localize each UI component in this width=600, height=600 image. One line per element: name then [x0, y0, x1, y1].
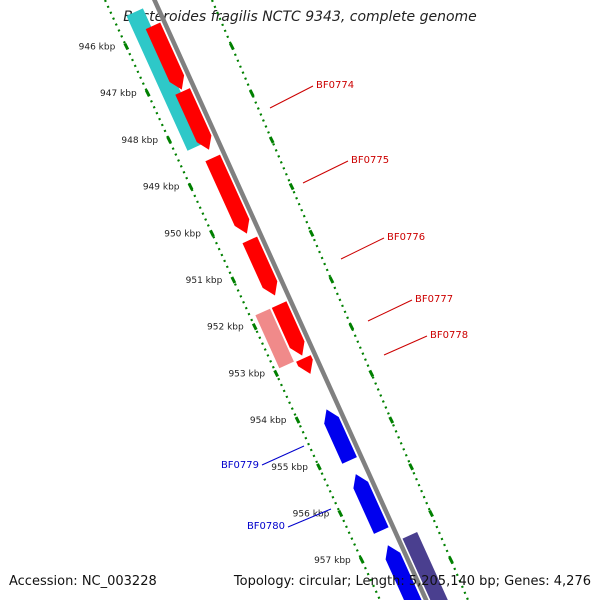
kbp-tick-label: 948 kbp [121, 136, 158, 146]
gene-arrow-bf0778-small [296, 355, 313, 374]
kbp-major-tick-left [209, 229, 215, 237]
kbp-major-tick-right [288, 182, 295, 191]
gene-arrow-blue-bottom [385, 545, 422, 600]
tick-track-right [210, 0, 470, 600]
kbp-major-tick-right [308, 229, 315, 237]
kbp-tick-label: 957 kbp [314, 556, 351, 566]
cyan-feature-block [126, 8, 204, 151]
kbp-tick-label: 949 kbp [143, 183, 180, 193]
kbp-major-tick-left [251, 323, 258, 331]
kbp-major-tick-right [248, 89, 255, 97]
gene-block-dark-bottom [402, 532, 448, 600]
kbp-major-tick-right [268, 136, 275, 144]
kbp-tick-label: 950 kbp [164, 229, 201, 239]
kbp-major-tick-left [166, 136, 172, 144]
kbp-major-tick-right [328, 276, 335, 284]
kbp-major-tick-left [294, 416, 301, 424]
kbp-tick-label: 954 kbp [250, 416, 287, 426]
kbp-major-tick-right [348, 323, 355, 331]
kbp-tick-label: 953 kbp [228, 369, 265, 379]
kbp-major-tick-right [448, 556, 454, 564]
gene-label-leader [340, 237, 385, 260]
kbp-major-tick-left [230, 276, 237, 284]
kbp-major-tick-right [408, 463, 415, 471]
gene-label-bf0776: BF0776 [387, 232, 425, 243]
kbp-tick-label: 947 kbp [100, 89, 137, 99]
accession-text: Accession: NC_003228 [9, 574, 157, 589]
genome-backbone [151, 0, 429, 600]
gene-label-leader [383, 335, 428, 356]
gene-arrow-bf0774 [175, 88, 212, 150]
map-title: Bacteroides fragilis NCTC 9343, complete… [123, 9, 477, 25]
gene-arrow-bf0777 [271, 301, 305, 356]
gene-arrow-bf0775 [205, 154, 250, 234]
kbp-major-tick-right [368, 369, 375, 378]
kbp-major-tick-left [273, 369, 279, 378]
gene-arrow-bf0779 [324, 409, 357, 464]
kbp-major-tick-right [388, 416, 395, 424]
gene-label-bf0775: BF0775 [351, 155, 389, 166]
gene-label-bf0780: BF0780 [247, 521, 285, 532]
gene-label-leader [287, 508, 332, 528]
kbp-major-tick-right [228, 42, 235, 51]
kbp-tick-label: 956 kbp [293, 510, 330, 520]
gene-label-bf0778: BF0778 [430, 330, 468, 341]
gene-arrow-bf0776 [242, 236, 278, 296]
gene-block-bf0778 [255, 308, 294, 369]
gene-label-leader [269, 85, 314, 109]
kbp-tick-label: 952 kbp [207, 323, 244, 333]
kbp-major-tick-left [144, 89, 151, 97]
genome-summary-text: Topology: circular; Length: 5,205,140 bp… [233, 574, 591, 589]
gene-label-leader [302, 160, 349, 184]
gene-label-bf0779: BF0779 [221, 460, 259, 471]
kbp-major-tick-left [187, 182, 194, 191]
kbp-major-tick-left [316, 463, 322, 471]
gene-label-bf0774: BF0774 [316, 80, 354, 91]
kbp-major-tick-left [123, 42, 130, 51]
gene-arrow-bf0780 [353, 474, 389, 534]
gene-label-bf0777: BF0777 [415, 294, 453, 305]
kbp-major-tick-right [428, 509, 434, 518]
gene-label-leader [367, 299, 413, 322]
gene-arrow-red [145, 22, 185, 90]
kbp-major-tick-left [337, 509, 344, 518]
kbp-major-tick-left [358, 556, 365, 564]
kbp-tick-label: 955 kbp [271, 463, 308, 473]
kbp-tick-label: 946 kbp [79, 43, 116, 53]
kbp-tick-label: 951 kbp [186, 276, 223, 286]
gene-label-leader [261, 445, 305, 466]
